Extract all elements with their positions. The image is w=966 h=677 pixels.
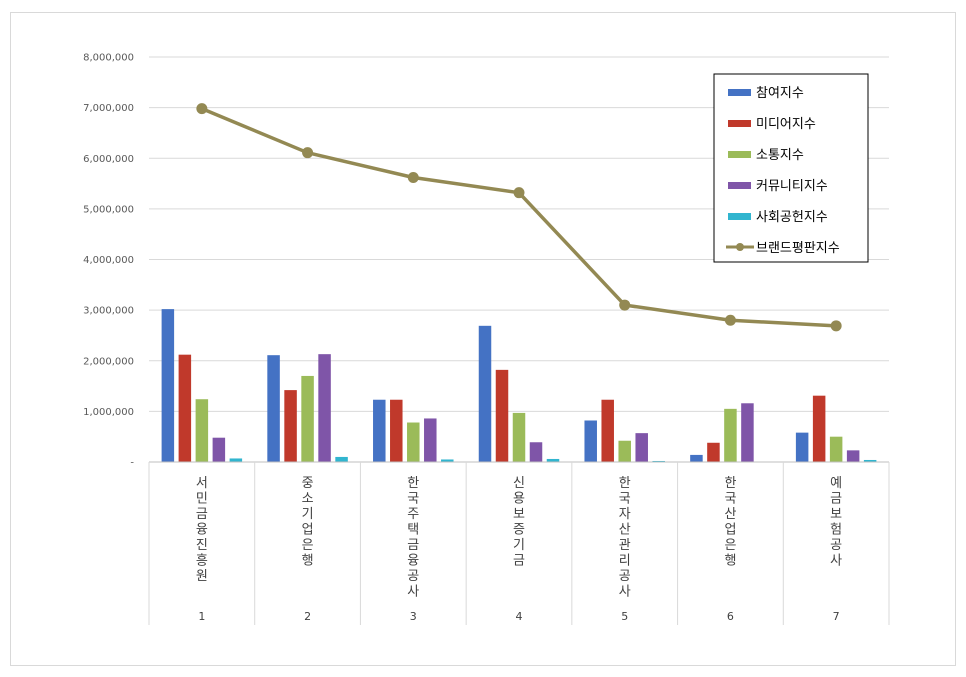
bar [390, 399, 403, 462]
bar [795, 432, 809, 462]
bar [690, 454, 703, 462]
rank-label: 3 [410, 610, 417, 623]
line-point [830, 320, 842, 332]
bar [829, 436, 843, 462]
y-tick-label: 4,000,000 [83, 255, 134, 266]
bar [863, 459, 877, 462]
y-tick-label: 2,000,000 [83, 356, 134, 367]
legend-box [713, 73, 869, 263]
bar [161, 309, 175, 462]
rank-label: 5 [621, 610, 628, 623]
bar-series [161, 309, 877, 462]
rank-label: 4 [516, 610, 523, 623]
line-point [724, 314, 736, 326]
bar [707, 442, 720, 462]
chart-frame: - 1,000,000 2,000,000 3,000,000 4,000,000 5,0… [10, 12, 956, 666]
bar [618, 440, 631, 462]
bar [812, 395, 826, 462]
y-tick-label: 1,000,000 [83, 407, 134, 418]
bar [512, 412, 526, 462]
bar [178, 354, 192, 462]
bar [441, 459, 454, 462]
bar [741, 403, 754, 462]
legend-label: 참여지수 [756, 86, 804, 101]
legend-swatch [728, 151, 751, 158]
y-tick-label: 3,000,000 [83, 306, 134, 317]
legend-label: 브랜드평판지수 [756, 241, 840, 256]
y-tick-label: 5,000,000 [83, 204, 134, 215]
line-point [619, 299, 631, 311]
line-point [513, 187, 525, 199]
bar [601, 399, 614, 462]
legend-label: 커뮤니티지수 [756, 179, 828, 194]
bar [584, 420, 597, 462]
bar [373, 399, 386, 462]
legend-label: 사회공헌지수 [756, 210, 828, 225]
bar [407, 422, 420, 462]
legend-swatch [728, 182, 751, 189]
bar [424, 418, 437, 462]
legend-label: 소통지수 [756, 148, 804, 163]
legend-swatch-marker [736, 243, 744, 251]
bar [529, 442, 543, 462]
chart-svg: - 1,000,000 2,000,000 3,000,000 4,000,000 5,0… [83, 53, 890, 625]
rank-label: 7 [833, 610, 840, 623]
legend-swatch [728, 213, 751, 220]
bar [284, 390, 297, 462]
bar [212, 437, 226, 462]
bar [267, 355, 280, 462]
bar [495, 369, 509, 462]
bar [846, 450, 860, 462]
y-tick-label: 8,000,000 [83, 53, 134, 64]
bar [652, 460, 665, 462]
x-axis: 서 민 금 융 진 흥 원 1 중 소 기 업 은 행 2 한 국 주 택 금 융 공 사 3 신 용 보 증 기 금 4 한 국 자 산 관 리 공 사 5… [148, 461, 890, 625]
line-point [196, 103, 208, 115]
bar [724, 408, 737, 462]
bar [635, 433, 648, 462]
rank-label: 6 [727, 610, 734, 623]
line-point [407, 171, 419, 183]
y-tick-label: 7,000,000 [83, 103, 134, 114]
rank-label: 1 [198, 610, 205, 623]
legend-label: 미디어지수 [756, 117, 816, 132]
legend-swatch [728, 120, 751, 127]
bar [229, 458, 243, 462]
y-axis: - 1,000,000 2,000,000 3,000,000 4,000,000 5,0… [83, 53, 134, 469]
line-series [196, 103, 842, 332]
y-tick-label: 6,000,000 [83, 154, 134, 165]
bar [546, 458, 560, 462]
legend-swatch [728, 89, 751, 96]
rank-label: 2 [304, 610, 311, 623]
bar [195, 399, 209, 462]
y-tick-label: - [130, 458, 134, 469]
bar [318, 354, 331, 462]
bar [301, 375, 314, 462]
line-point [302, 147, 314, 159]
bar [335, 456, 348, 462]
bar [478, 325, 492, 462]
